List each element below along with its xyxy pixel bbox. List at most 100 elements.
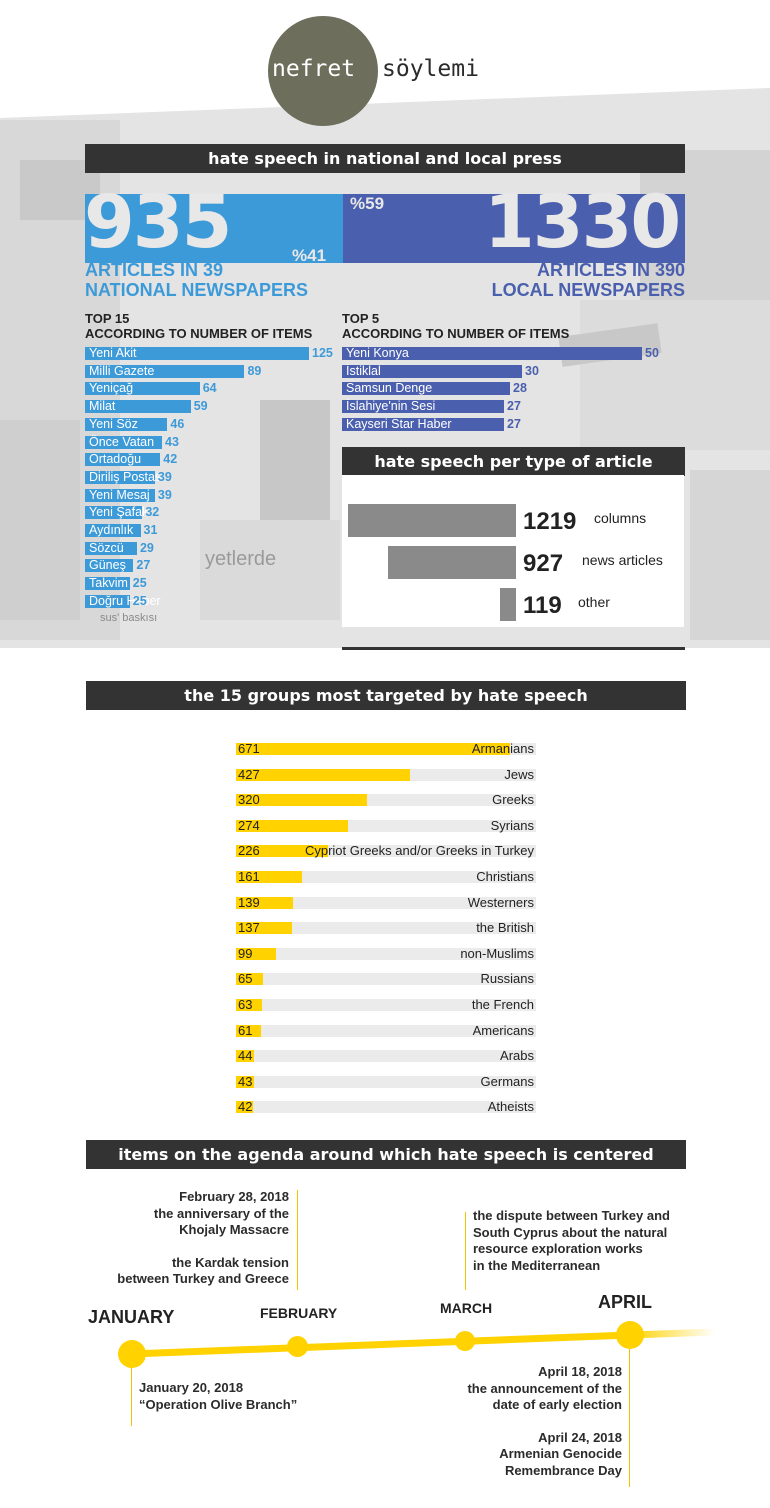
group-bar-label: Arabs (500, 1048, 534, 1064)
group-bar-label: Atheists (487, 1099, 534, 1115)
article-type-value: 1219 (523, 508, 577, 535)
jan-note-line: “Operation Olive Branch” (139, 1396, 298, 1412)
apr-note: April 18, 2018 the announcement of the d… (467, 1364, 622, 1479)
local-bar-value: 30 (525, 363, 539, 378)
national-bar-label: Güneş (89, 558, 126, 573)
month-january: JANUARY (88, 1307, 175, 1327)
group-bar (236, 999, 262, 1011)
group-bar-value: 65 (238, 971, 253, 987)
group-bar-label: Jews (504, 766, 534, 782)
month-march: MARCH (440, 1300, 493, 1316)
group-bar-label: Russians (480, 971, 534, 987)
group-bar (236, 1075, 254, 1088)
article-type-bar (499, 588, 516, 621)
group-bar-value: 42 (238, 1099, 253, 1115)
local-list-title-line-1: TOP 5 (342, 311, 380, 326)
national-total-block (85, 194, 343, 263)
group-bar (236, 1024, 261, 1037)
group-bar-label: Westerners (467, 894, 534, 910)
group-bar (236, 794, 367, 807)
timeline-dot-february (287, 1336, 308, 1357)
logo-text-right: söylemi (382, 56, 479, 82)
group-bar-label: the British (476, 920, 534, 936)
national-bar-value: 27 (136, 558, 151, 573)
group-bar (236, 1101, 254, 1114)
group-bar-value: 671 (238, 741, 260, 756)
national-bar (85, 364, 245, 378)
group-bar-track (236, 922, 536, 935)
group-bar-label: Greeks (492, 792, 534, 808)
local-bar-value: 28 (513, 381, 527, 396)
local-bar-label: İslahiye'nin Sesi (346, 399, 436, 414)
national-bar (85, 417, 168, 431)
national-bar-label: Yeni Söz (89, 416, 138, 431)
local-bar-label: Samsun Denge (346, 381, 433, 396)
mar-note-line: the dispute between Turkey and (473, 1208, 670, 1223)
group-bar (236, 845, 329, 858)
mar-note-line: resource exploration works (473, 1241, 643, 1256)
apr-note-line: April 24, 2018 (538, 1429, 622, 1445)
national-bar-value: 89 (247, 363, 262, 378)
group-bar-track (236, 1101, 536, 1114)
local-percent: %59 (350, 194, 385, 213)
national-bar (85, 470, 155, 484)
local-bar (342, 400, 504, 414)
group-bar-value: 139 (238, 894, 260, 910)
article-type-label: other (578, 594, 610, 610)
national-bar-label: Yeni Akit (89, 346, 137, 360)
section-title-press: hate speech in national and local press (85, 144, 685, 173)
national-caption: ARTICLES IN 39 NATIONAL NEWSPAPERS (85, 260, 308, 300)
local-caption-line-2: LOCAL NEWSPAPERS (491, 280, 685, 300)
national-bar (85, 453, 161, 467)
group-bar-value: 61 (238, 1022, 253, 1038)
local-bar (342, 364, 522, 378)
local-list-title: TOP 5 ACCORDING TO NUMBER OF ITEMS (342, 311, 569, 341)
feb-connector (297, 1190, 298, 1290)
national-list-title: TOP 15 ACCORDING TO NUMBER OF ITEMS (85, 311, 312, 341)
national-bar-value: 25 (132, 576, 147, 591)
group-bar-track (236, 999, 536, 1011)
local-total-block (343, 194, 685, 263)
local-caption-line-1: ARTICLES IN 390 (536, 260, 685, 280)
group-bar-value: 274 (238, 817, 260, 833)
group-bar-value: 43 (238, 1073, 253, 1089)
feb-note-line: February 28, 2018 (179, 1189, 289, 1204)
feb-note-line: the Kardak tension (171, 1254, 289, 1270)
national-bar-value: 31 (143, 523, 158, 537)
national-bar-value: 43 (165, 434, 179, 449)
local-bar-label: Kayseri Star Haber (346, 416, 452, 431)
group-bar (236, 896, 293, 909)
spacer (467, 1414, 622, 1430)
section-title-types: hate speech per type of article (342, 447, 685, 476)
article-type-bar (348, 504, 516, 537)
national-bar-value: 25 (132, 593, 147, 608)
logo-text-left: nefret (272, 56, 356, 82)
group-bar-value: 99 (238, 945, 253, 961)
local-bar (342, 347, 642, 360)
national-list-title-line-1: TOP 15 (85, 311, 130, 326)
month-april: APRIL (598, 1292, 652, 1312)
apr-note-line: Armenian Genocide (499, 1446, 622, 1461)
section-title-agenda: items on the agenda around which hate sp… (86, 1140, 686, 1169)
group-bar-label: Cypriot Greeks and/or Greeks in Turkey (304, 843, 534, 859)
national-bar-value: 39 (157, 487, 172, 502)
national-bar (85, 435, 163, 449)
jan-connector (131, 1368, 132, 1426)
feb-note-line: the anniversary of the (153, 1205, 289, 1221)
national-bar-label: Önce Vatan (89, 434, 155, 449)
national-caption-line-1: ARTICLES IN 39 (85, 260, 224, 280)
national-bar-value: 32 (145, 505, 160, 520)
background-text: sus' baskısı (100, 612, 158, 624)
group-bar (236, 947, 277, 960)
national-bar-value: 46 (170, 416, 185, 431)
group-bar-track (236, 973, 536, 986)
national-bar-label: Diriliş Postası (89, 469, 165, 484)
national-bar-value: 59 (193, 399, 208, 414)
local-bar-value: 27 (507, 416, 521, 431)
background-text: yetlerde (205, 548, 277, 570)
group-bar (236, 768, 411, 781)
panel-bottom-rule (342, 647, 685, 650)
article-type-label: news articles (582, 552, 663, 568)
local-bar-value: 27 (507, 399, 521, 414)
article-type-value: 119 (523, 592, 562, 619)
